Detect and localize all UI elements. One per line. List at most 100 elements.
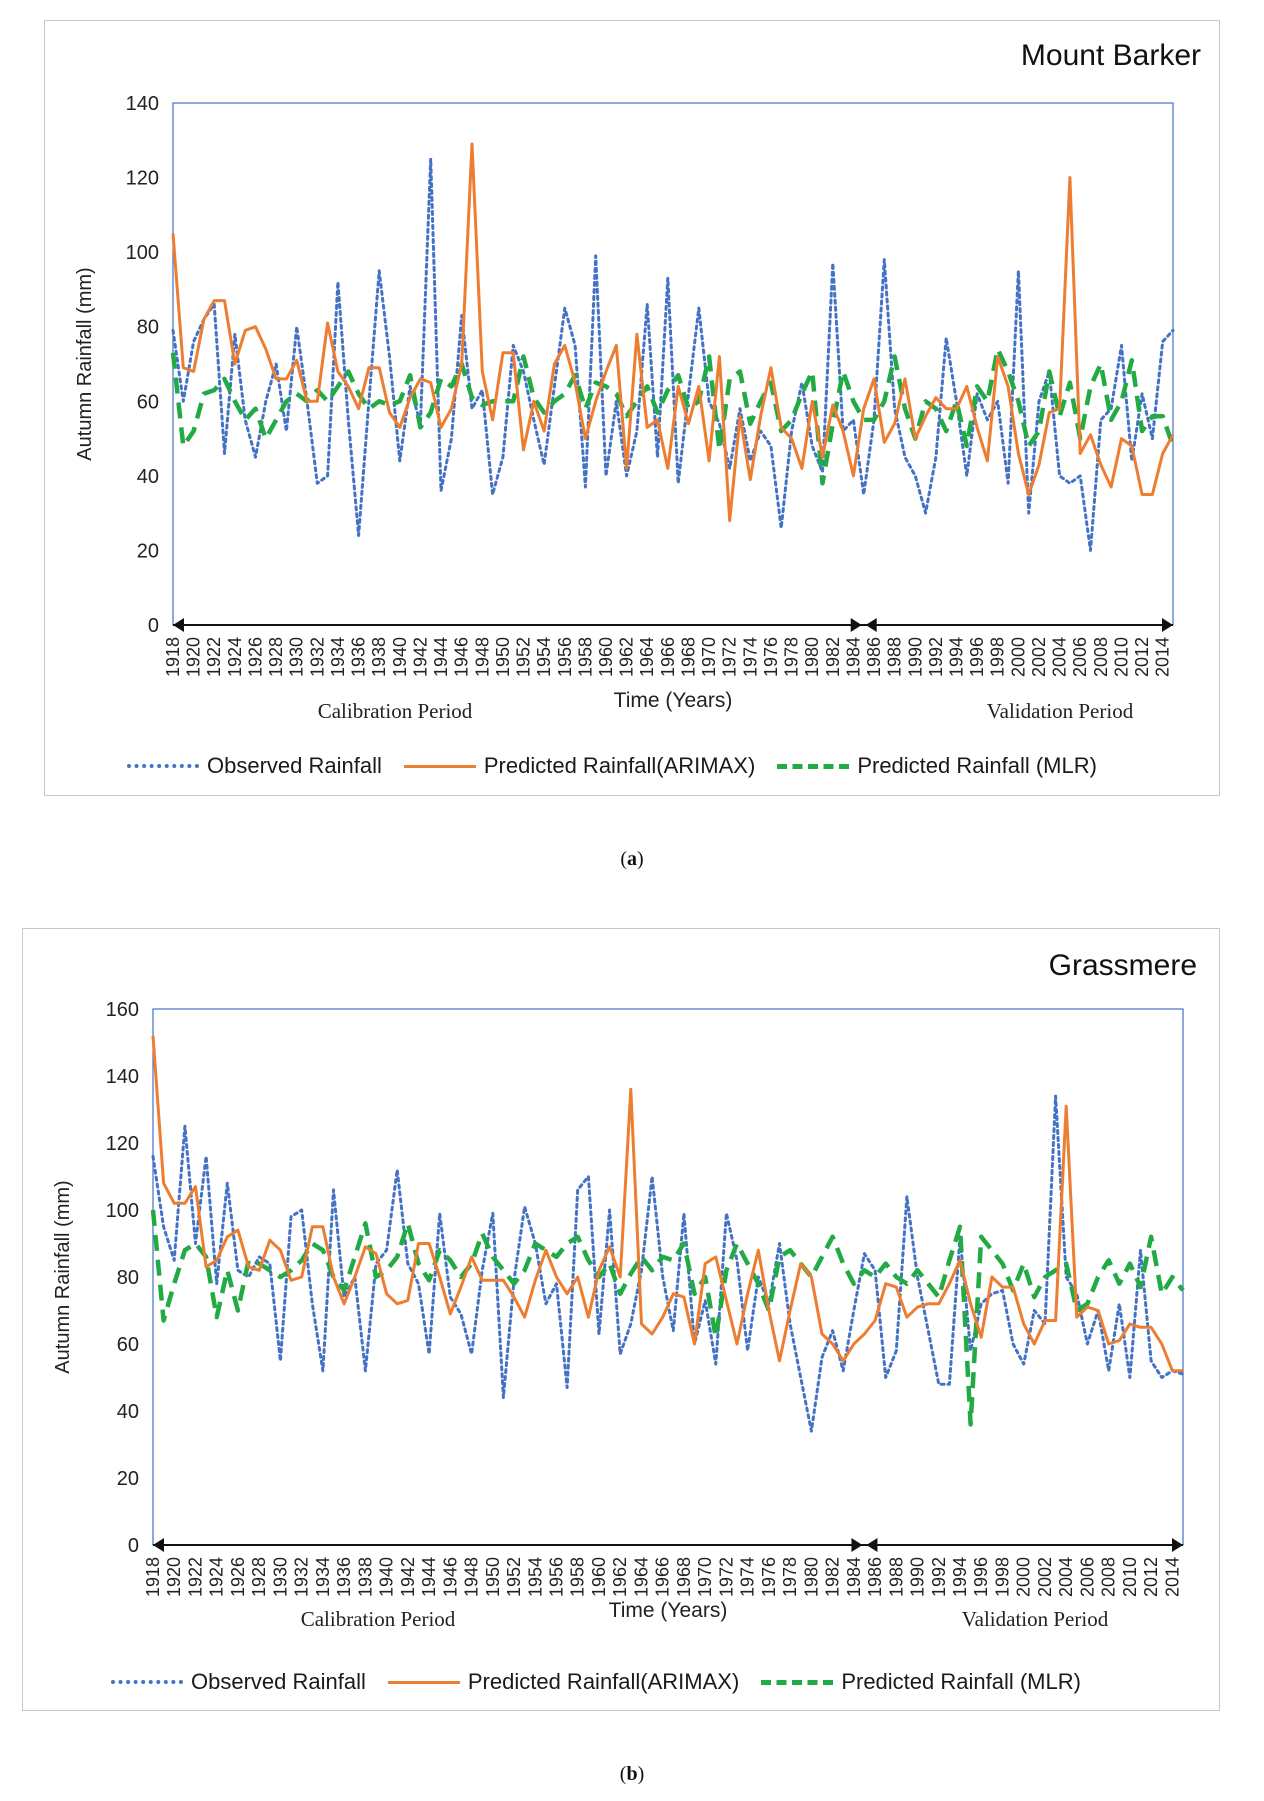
legend-label-arimax: Predicted Rainfall(ARIMAX) xyxy=(467,1669,740,1694)
x-tick-label: 1952 xyxy=(504,1557,524,1597)
x-tick-label: 1986 xyxy=(865,1557,885,1597)
x-tick-label: 1924 xyxy=(207,1557,227,1597)
x-tick-label: 2014 xyxy=(1153,637,1173,677)
x-tick-label: 1960 xyxy=(589,1557,609,1597)
x-tick-label: 2012 xyxy=(1132,637,1152,677)
x-tick-label: 1996 xyxy=(967,637,987,677)
legend-swatch-arimax xyxy=(403,764,476,768)
y-tick-label: 60 xyxy=(137,391,159,413)
x-tick-label: 2014 xyxy=(1162,1557,1182,1597)
x-tick-label: 1918 xyxy=(163,637,183,677)
x-tick-label: 2012 xyxy=(1141,1557,1161,1597)
legend-label-observed: Observed Rainfall xyxy=(191,1669,366,1694)
x-tick-label: 2010 xyxy=(1120,1557,1140,1597)
x-tick-label: 1940 xyxy=(377,1557,397,1597)
x-tick-label: 1942 xyxy=(398,1557,418,1597)
x-tick-label: 1960 xyxy=(596,637,616,677)
legend-swatch-observed xyxy=(111,1680,183,1684)
x-tick-label: 2004 xyxy=(1056,1557,1076,1597)
arrowhead-calibration-end xyxy=(851,1538,863,1552)
figure-caption-b: (b) xyxy=(619,1763,645,1785)
chart-legend: Observed Rainfall Predicted Rainfall(ARI… xyxy=(111,1669,1103,1695)
calibration-period-label: Calibration Period xyxy=(301,1607,456,1631)
legend-label-mlr: Predicted Rainfall (MLR) xyxy=(857,753,1097,778)
x-tick-label: 1936 xyxy=(349,637,369,677)
series-line-observed xyxy=(171,157,1175,552)
legend-item-arimax: Predicted Rainfall(ARIMAX) xyxy=(387,1669,740,1695)
x-tick-label: 1942 xyxy=(410,637,430,677)
x-tick-label: 1964 xyxy=(637,637,657,677)
y-tick-label: 40 xyxy=(117,1401,139,1423)
x-tick-label: 1994 xyxy=(950,1557,970,1597)
chart-panel-mount-barker: 0 20 40 60 80 100 120 140 Autumn Rainfall (mm) 19… xyxy=(44,20,1220,796)
x-tick-label: 2010 xyxy=(1111,637,1131,677)
x-tick-label: 1976 xyxy=(759,1557,779,1597)
x-tick-label: 1968 xyxy=(674,1557,694,1597)
x-tick-label: 1956 xyxy=(555,637,575,677)
legend-label-observed: Observed Rainfall xyxy=(207,753,382,778)
arrowhead-validation-start xyxy=(866,1538,878,1552)
chart-panel-grassmere: 0 20 40 60 80 100 120 140 160 Autumn Rainfall (mm… xyxy=(22,928,1220,1711)
x-tick-label: 1938 xyxy=(369,637,389,677)
x-tick-label: 1928 xyxy=(266,637,286,677)
y-axis-label: Autumn Rainfall (mm) xyxy=(52,1180,74,1373)
x-tick-label: 1948 xyxy=(462,1557,482,1597)
y-tick-label: 140 xyxy=(106,1066,139,1088)
series-line-mlr xyxy=(170,346,1176,486)
x-tick-label: 1968 xyxy=(678,637,698,677)
y-tick-label: 0 xyxy=(128,1535,139,1557)
chart-svg-mount-barker: 0 20 40 60 80 100 120 140 Autumn Rainfall (mm) 19… xyxy=(74,93,1176,723)
x-tick-label: 1934 xyxy=(328,637,348,677)
y-tick-label: 20 xyxy=(117,1468,139,1490)
chart-title: Mount Barker xyxy=(1020,39,1201,72)
x-tick-label: 1930 xyxy=(287,637,307,677)
x-tick-label: 1990 xyxy=(908,1557,928,1597)
x-tick-label: 1922 xyxy=(185,1557,205,1597)
x-tick-label: 1990 xyxy=(905,637,925,677)
chart-svg-grassmere: 0 20 40 60 80 100 120 140 160 Autumn Rainfall (mm… xyxy=(52,999,1185,1631)
arrowhead-validation-start xyxy=(865,618,877,632)
x-tick-label: 1944 xyxy=(431,637,451,677)
legend-item-observed: Observed Rainfall xyxy=(111,1669,366,1695)
x-tick-label: 1980 xyxy=(802,637,822,677)
x-tick-label: 1998 xyxy=(992,1557,1012,1597)
arrowhead-calibration-start xyxy=(173,618,184,632)
x-tick-label: 1918 xyxy=(143,1557,163,1597)
x-tick-label: 1992 xyxy=(926,637,946,677)
x-tick-label: 1950 xyxy=(493,637,513,677)
x-tick-label: 1936 xyxy=(334,1557,354,1597)
arrowhead-calibration-start xyxy=(153,1538,164,1552)
x-tick-label: 1966 xyxy=(658,637,678,677)
legend-item-mlr: Predicted Rainfall (MLR) xyxy=(761,1669,1081,1695)
caption-letter-b: b xyxy=(626,1763,638,1785)
x-tick-label: 1972 xyxy=(716,1557,736,1597)
x-tick-label: 1982 xyxy=(823,637,843,677)
x-tick-label: 1988 xyxy=(885,637,905,677)
x-tick-label: 1926 xyxy=(228,1557,248,1597)
x-tick-label: 1982 xyxy=(823,1557,843,1597)
arrowhead-calibration-end xyxy=(850,618,862,632)
x-tick-label: 1930 xyxy=(270,1557,290,1597)
x-tick-label: 1950 xyxy=(483,1557,503,1597)
x-tick-label: 1926 xyxy=(245,637,265,677)
series-line-observed xyxy=(151,1094,1185,1433)
legend-swatch-arimax xyxy=(387,1680,460,1684)
x-tick-label: 1970 xyxy=(699,637,719,677)
x-tick-label: 1920 xyxy=(164,1557,184,1597)
x-tick-label: 1988 xyxy=(886,1557,906,1597)
x-tick-label: 1928 xyxy=(249,1557,269,1597)
x-tick-label: 1932 xyxy=(307,637,327,677)
x-tick-label: 1932 xyxy=(292,1557,312,1597)
x-tick-label: 2002 xyxy=(1035,1557,1055,1597)
x-tick-label: 1974 xyxy=(738,1557,758,1597)
x-tick-label: 1948 xyxy=(472,637,492,677)
caption-letter-a: a xyxy=(627,848,637,870)
y-axis-label: Autumn Rainfall (mm) xyxy=(74,267,96,460)
x-tick-label: 1938 xyxy=(355,1557,375,1597)
x-tick-label: 1922 xyxy=(204,637,224,677)
x-tick-label: 1966 xyxy=(653,1557,673,1597)
x-tick-label: 2000 xyxy=(1008,637,1028,677)
x-tick-label: 2004 xyxy=(1050,637,1070,677)
x-tick-label: 1962 xyxy=(610,1557,630,1597)
calibration-period-label: Calibration Period xyxy=(318,699,473,723)
